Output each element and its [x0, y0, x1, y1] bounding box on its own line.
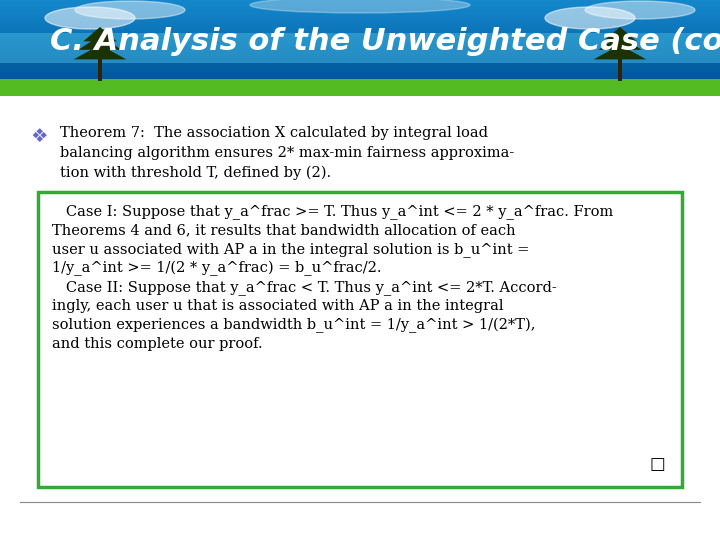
Polygon shape [78, 36, 122, 50]
Bar [0, 23, 720, 25]
Text: □: □ [649, 455, 665, 473]
Bar [0, 33, 720, 63]
Polygon shape [84, 27, 117, 42]
Text: Theorems 4 and 6, it results that bandwidth allocation of each: Theorems 4 and 6, it results that bandwi… [52, 223, 516, 237]
Bar [0, 8, 720, 10]
Bar [0, 36, 720, 39]
Bar [0, 55, 720, 57]
Ellipse shape [75, 1, 185, 19]
Text: tion with threshold T, defined by (2).: tion with threshold T, defined by (2). [60, 166, 331, 180]
Ellipse shape [585, 1, 695, 19]
Bar [0, 56, 720, 58]
Bar [0, 40, 720, 43]
Bar [98, 59, 102, 81]
Bar [0, 17, 720, 19]
Bar [0, 75, 720, 77]
Bar [0, 24, 720, 26]
FancyBboxPatch shape [38, 192, 682, 487]
Bar [0, 39, 720, 42]
Bar [0, 45, 720, 47]
Bar [0, 71, 720, 73]
Bar [0, 51, 720, 54]
Bar [0, 46, 720, 49]
Bar [0, 4, 720, 7]
Bar [0, 79, 720, 96]
Bar [0, 68, 720, 71]
Bar [0, 58, 720, 61]
Text: Theorem 7:  The association X calculated by integral load: Theorem 7: The association X calculated … [60, 126, 488, 140]
Bar [0, 77, 720, 79]
Text: ❖: ❖ [30, 126, 48, 145]
Bar [0, 0, 720, 2]
Text: ingly, each user u that is associated with AP a in the integral: ingly, each user u that is associated wi… [52, 299, 503, 313]
Text: C. Analysis of the Unweighted Case (cont’d): C. Analysis of the Unweighted Case (cont… [50, 27, 720, 56]
Bar [0, 61, 720, 64]
Bar [0, 32, 720, 35]
Bar [0, 31, 720, 33]
Text: Case I: Suppose that y_a^frac >= T. Thus y_a^int <= 2 * y_a^frac. From: Case I: Suppose that y_a^frac >= T. Thus… [52, 204, 613, 219]
Bar [0, 78, 720, 80]
Text: solution experiences a bandwidth b_u^int = 1/y_a^int > 1/(2*T),: solution experiences a bandwidth b_u^int… [52, 318, 536, 333]
Polygon shape [603, 27, 636, 42]
Bar [0, 50, 720, 52]
Bar [0, 16, 720, 18]
Ellipse shape [545, 7, 635, 29]
Bar [0, 48, 720, 50]
Bar [0, 18, 720, 21]
Ellipse shape [45, 7, 135, 29]
Bar [0, 3, 720, 5]
Bar [0, 49, 720, 51]
Bar [0, 11, 720, 14]
Bar [0, 72, 720, 75]
Bar [0, 53, 720, 55]
Bar [0, 63, 720, 65]
Ellipse shape [250, 0, 470, 13]
Bar [0, 42, 720, 44]
Bar [0, 30, 720, 32]
Bar [0, 73, 720, 76]
Bar [0, 26, 720, 29]
Bar [0, 57, 720, 59]
Bar [0, 79, 720, 82]
Bar [0, 10, 720, 12]
Bar [0, 70, 720, 72]
Text: balancing algorithm ensures 2* max-min fairness approxima-: balancing algorithm ensures 2* max-min f… [60, 146, 514, 160]
Bar [0, 21, 720, 24]
Bar [0, 64, 720, 66]
Bar [0, 38, 720, 40]
Bar [0, 33, 720, 36]
Bar [0, 2, 720, 4]
Text: Case II: Suppose that y_a^frac < T. Thus y_a^int <= 2*T. Accord-: Case II: Suppose that y_a^frac < T. Thus… [52, 280, 557, 295]
Bar [0, 14, 720, 17]
Text: and this complete our proof.: and this complete our proof. [52, 337, 263, 351]
Bar [0, 6, 720, 8]
Polygon shape [73, 45, 127, 59]
Bar [0, 20, 720, 22]
Bar [0, 13, 720, 15]
Bar [0, 60, 720, 62]
Bar [0, 43, 720, 46]
Bar [0, 67, 720, 69]
Text: user u associated with AP a in the integral solution is b_u^int =: user u associated with AP a in the integ… [52, 242, 529, 257]
Text: 1/y_a^int >= 1/(2 * y_a^frac) = b_u^frac/2.: 1/y_a^int >= 1/(2 * y_a^frac) = b_u^frac… [52, 261, 382, 276]
Bar [0, 96, 720, 540]
Bar [0, 35, 720, 37]
Bar [618, 59, 622, 81]
Bar [0, 28, 720, 30]
Bar [0, 65, 720, 68]
Polygon shape [593, 45, 647, 59]
Bar [0, 9, 720, 11]
Bar [0, 25, 720, 28]
Polygon shape [598, 36, 642, 50]
Bar [0, 80, 720, 83]
Bar [0, 1, 720, 3]
